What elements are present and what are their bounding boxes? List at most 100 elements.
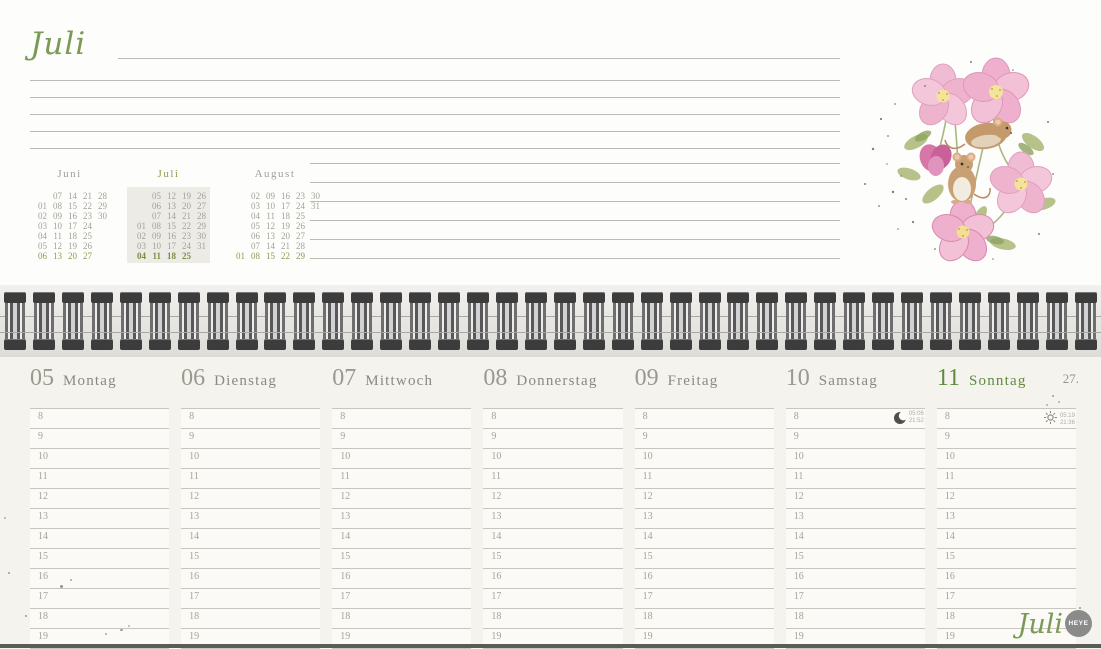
mini-day-number: 23: [296, 191, 305, 201]
mini-day-number: 01: [236, 251, 245, 261]
mini-day-number: 14: [167, 211, 176, 221]
mini-sunday-row: 06 13 20 27: [32, 250, 107, 261]
ruled-line: [118, 58, 840, 59]
hour-label: 11: [642, 471, 653, 482]
hour-row: 10: [785, 448, 925, 468]
binding-loop: [61, 292, 84, 350]
mini-day-number: 07: [152, 211, 161, 221]
mini-day-number: 01: [38, 201, 47, 211]
mini-day-number: 03: [137, 241, 146, 251]
hour-label: 14: [340, 531, 351, 542]
binding-loop: [177, 292, 200, 350]
mini-day-number: 11: [152, 251, 161, 261]
binding-loop: [1045, 292, 1068, 350]
day-column-freitag: 09 Freitag 8 9 10 11 12 13 14 15 16 17 18 19: [634, 365, 774, 649]
mini-day-number: 17: [281, 201, 290, 211]
mini-day-number: 29: [296, 251, 305, 261]
astro-time: 05:19: [1059, 413, 1075, 419]
ruled-line: [310, 182, 840, 183]
hour-row: 8 05:19 21:36: [936, 408, 1076, 428]
binding-loop: [438, 292, 461, 350]
binding-loop: [958, 292, 981, 350]
mini-day-number: 22: [182, 221, 191, 231]
hour-label: 9: [38, 431, 43, 442]
hour-label: 11: [189, 471, 199, 482]
hour-row: 12: [936, 488, 1076, 508]
hour-row: 10: [936, 448, 1076, 468]
hour-row: 11: [332, 468, 472, 488]
hour-row: 17: [785, 588, 925, 608]
mini-day-number: 06: [152, 201, 161, 211]
ruled-line: [30, 97, 840, 98]
day-columns: 05 Montag 8 9 10 11 12 13 14 15 16 17 18 19 06 Dienstag…: [30, 365, 1076, 649]
hour-label: 15: [38, 551, 48, 562]
speckle: [120, 629, 123, 631]
ruled-line: [30, 148, 840, 149]
mini-day-number: 28: [197, 211, 206, 221]
astro-times: 05:19 21:36: [1060, 413, 1075, 427]
binding-loop: [148, 292, 171, 350]
hour-row: 13: [483, 508, 623, 528]
hour-label: 17: [642, 591, 653, 602]
mini-day-number: 04: [137, 251, 146, 261]
hour-label: 14: [642, 531, 653, 542]
hour-row: 18: [332, 608, 472, 628]
footer-month-title: Juli: [1017, 609, 1063, 640]
mini-day-number: 24: [296, 201, 305, 211]
mini-day-number: 30: [197, 231, 206, 241]
mini-day-number: 10: [53, 221, 62, 231]
mini-day-number: 08: [251, 251, 260, 261]
hour-label: 19: [793, 631, 804, 642]
ruled-line: [310, 220, 840, 221]
speckle: [1046, 404, 1048, 406]
mini-day-number: 05: [152, 191, 161, 201]
binding-loop: [467, 292, 489, 350]
day-column-mittwoch: 07 Mittwoch 8 9 10 11 12 13 14 15 16 17 18 19: [332, 365, 472, 649]
hour-row: 13: [332, 508, 472, 528]
hour-label: 19: [38, 631, 48, 642]
hour-row: 11: [30, 468, 170, 488]
hour-label: 14: [793, 531, 804, 542]
hour-label: 13: [189, 511, 200, 522]
mini-week-row: 05 12 19 26: [230, 220, 320, 231]
week-number: 27.: [1062, 371, 1079, 386]
hour-row: 12: [30, 488, 170, 508]
hour-row: 11: [181, 468, 321, 488]
hour-row: 11: [785, 468, 925, 488]
mini-day-number: 02: [137, 231, 146, 241]
hour-row: 19: [785, 628, 925, 648]
mini-day-number: 18: [68, 231, 77, 241]
mini-day-number: 29: [98, 201, 107, 211]
binding-loop: [727, 292, 750, 350]
mini-day-number: 06: [38, 251, 47, 261]
binding-loop: [901, 292, 924, 350]
hour-row: 18: [785, 608, 925, 628]
mini-week-row: 06 13 20 27: [131, 200, 206, 211]
moon-icon: [893, 412, 906, 424]
mini-day-number: 06: [251, 231, 260, 241]
hour-label: 11: [340, 471, 350, 482]
hour-rows: 8 9 10 11 12 13 14 15 16 17 18 19: [30, 408, 170, 649]
hour-row: 17: [30, 588, 170, 608]
mini-day-number: 25: [182, 251, 191, 261]
mini-day-number: 11: [266, 211, 275, 221]
hour-row: 19: [483, 628, 623, 648]
binding-loop: [640, 292, 663, 350]
speckle: [128, 625, 130, 627]
day-number: 09: [634, 365, 659, 391]
hour-label: 13: [944, 511, 955, 522]
mini-month-grid: 07 14 21 28 01 08 15 22 29 02 09 16 23 30 03 10 17 24 04 11…: [28, 187, 111, 263]
hour-row: 17: [483, 588, 623, 608]
hour-row: 19: [332, 628, 472, 648]
mini-month-grid: 02 09 16 23 30 03 10 17 24 31 04 11 18 25 05 12 19 26 06 13…: [226, 187, 324, 263]
mini-day-number: 21: [83, 191, 92, 201]
hour-label: 13: [38, 511, 48, 522]
hour-row: 13: [181, 508, 321, 528]
day-name: Freitag: [667, 373, 719, 389]
hour-label: 12: [642, 491, 653, 502]
hour-label: 10: [491, 451, 502, 462]
mini-day-number: 26: [197, 191, 206, 201]
hour-row: 9: [785, 428, 925, 448]
mini-day-number: 14: [68, 191, 77, 201]
speckle: [25, 615, 27, 617]
